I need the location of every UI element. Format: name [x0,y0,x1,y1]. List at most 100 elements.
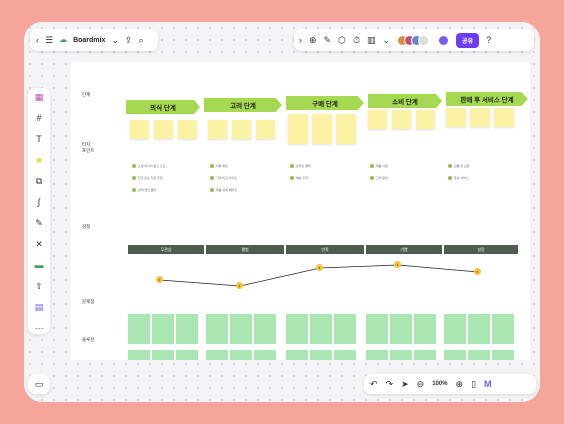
emotion-header[interactable]: 기쁨 [366,245,442,254]
pain-note[interactable] [230,314,252,344]
book-icon[interactable]: ▯ [471,378,477,389]
pain-note[interactable] [414,314,436,344]
solution-note[interactable] [286,350,308,360]
sticky-note[interactable] [470,108,490,127]
pain-note[interactable] [444,314,466,344]
pain-note[interactable] [310,314,332,344]
solution-note[interactable] [128,350,150,360]
zoom-out-icon[interactable]: ⊖ [416,378,425,389]
search-icon[interactable]: ⌕ [138,34,144,45]
emotion-header[interactable]: 실망 [444,245,518,254]
sticky-note-icon[interactable]: ■ [36,155,42,166]
sticky-note[interactable] [232,120,251,139]
undo-icon[interactable]: ↶ [370,378,378,389]
more-icon[interactable]: ⌄ [382,34,391,45]
chevron-down-icon[interactable]: ⌄ [111,34,119,45]
user-avatar[interactable] [438,34,450,46]
template-icon[interactable]: ▦ [34,92,44,103]
touchpoint[interactable]: 제품 사용 [370,164,388,168]
pain-note[interactable] [176,314,198,344]
solution-note[interactable] [468,350,490,360]
solution-note[interactable] [310,350,332,360]
touchpoint[interactable]: 고객 문의 [370,176,388,180]
sticky-note[interactable] [494,108,514,127]
timer-icon[interactable]: ⏱ [352,34,360,45]
sticky-note[interactable] [368,110,387,129]
shape-icon[interactable]: ⬡ [338,34,346,45]
touchpoint[interactable]: 리뷰 확인 [210,164,228,168]
emoji-happy-icon[interactable]: • [316,264,323,271]
export-icon[interactable]: ⇪ [124,34,133,45]
shape-tool-icon[interactable]: ⧉ [35,176,43,187]
pain-note[interactable] [390,314,412,344]
sticky-note[interactable] [130,120,149,139]
solution-note[interactable] [152,350,174,360]
pain-note[interactable] [492,314,514,344]
sticky-note[interactable] [336,114,356,144]
minimap-icon[interactable]: ▭ [34,378,44,389]
vote-icon[interactable]: ▥ [366,34,376,45]
document-icon[interactable]: ▤ [34,301,44,312]
pain-note[interactable] [366,314,388,344]
touchpoint[interactable]: 제품 상세 페이지 [210,188,237,192]
solution-note[interactable] [206,350,228,360]
help-icon[interactable]: ? [486,34,492,45]
emoji-sad-icon[interactable]: • [474,268,481,275]
solution-note[interactable] [176,350,198,360]
solution-note[interactable] [230,350,252,360]
avatar-group[interactable] [397,34,430,46]
touchpoint[interactable]: 온라인 결제 [290,164,311,168]
mindmap-icon[interactable]: ✕ [35,238,43,249]
text-icon[interactable]: T [36,134,42,145]
touchpoint[interactable]: 친구 또는 지인 추천 [132,176,163,180]
pain-note[interactable] [206,314,228,344]
emotion-header[interactable]: 무관심 [128,245,204,254]
solution-note[interactable] [492,350,514,360]
frame-icon[interactable]: # [36,113,42,124]
emotion-header[interactable]: 만족 [286,245,364,254]
stage-arrow[interactable]: 소비 단계 [368,94,442,108]
pain-note[interactable] [152,314,174,344]
redo-icon[interactable]: ↷ [385,378,394,389]
solution-note[interactable] [390,350,412,360]
solution-note[interactable] [254,350,276,360]
sticky-note[interactable] [312,114,332,144]
touchpoint[interactable]: 소셜 미디어 광고 노출 [132,164,165,168]
pain-note[interactable] [128,314,150,344]
pen-tool-icon[interactable]: ✎ [35,217,43,228]
app-title[interactable]: Boardmix [73,36,106,44]
sticky-note[interactable] [178,120,197,139]
sticky-note[interactable] [416,110,435,129]
pen-icon[interactable]: ✎ [323,34,332,45]
menu-icon[interactable]: ☰ [45,34,54,45]
stage-arrow[interactable]: 구매 단계 [286,96,364,110]
solution-note[interactable] [334,350,356,360]
table-icon[interactable]: ▬ [34,259,44,270]
touchpoint[interactable]: 배송 조회 [290,176,308,180]
touchpoint[interactable]: 후속 서비스 [448,176,469,180]
solution-note[interactable] [414,350,436,360]
pain-note[interactable] [468,314,490,344]
more-tools-icon[interactable]: ··· [34,322,44,333]
upload-icon[interactable]: ⇧ [35,280,43,291]
touchpoint[interactable]: 반품 및 교환 [448,164,469,168]
pain-note[interactable] [334,314,356,344]
board-canvas[interactable]: 단계 터치 포인트 감정 문제점 솔루션 의식 단계 고려 단계 구매 단계 소… [70,62,530,360]
sticky-note[interactable] [208,120,227,139]
sticky-note[interactable] [288,114,308,144]
sticky-note[interactable] [446,108,466,127]
back-icon[interactable]: ‹ [36,34,39,45]
collapse-icon[interactable]: › [299,34,302,45]
select-icon[interactable]: ➤ [401,378,409,389]
sticky-note[interactable] [154,120,173,139]
line-icon[interactable]: ∫ [37,197,41,208]
emoji-neutral-icon[interactable]: • [236,282,243,289]
emoji-neutral-icon[interactable]: • [156,276,163,283]
zoom-level[interactable]: 100% [432,381,448,387]
solution-note[interactable] [444,350,466,360]
touchpoint[interactable]: 검색 엔진 결과 [132,188,156,192]
stage-arrow[interactable]: 고려 단계 [204,98,282,112]
zoom-in-icon[interactable]: ⊕ [455,378,464,389]
pain-note[interactable] [254,314,276,344]
sticky-note[interactable] [256,120,275,139]
